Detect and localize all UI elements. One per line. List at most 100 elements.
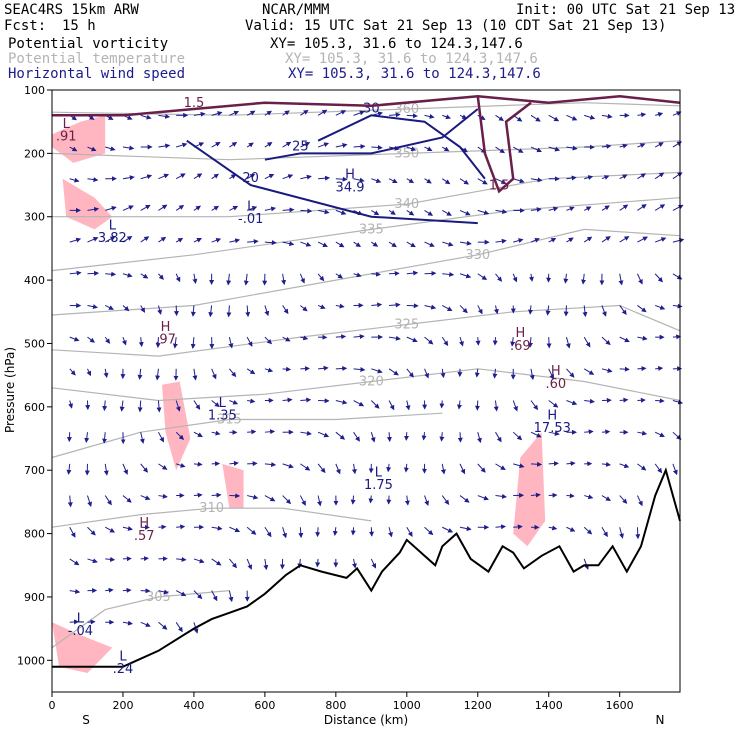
wind-vector [474,368,480,378]
wind-vector [119,400,125,412]
wind-vector [601,429,611,435]
wind-vector [528,273,534,282]
wind-vector [386,463,392,473]
y-tick-label: 900 [24,591,45,604]
wind-vector [637,305,647,313]
wind-vector [122,236,133,243]
wind-vector [246,526,257,535]
wind-vector [370,400,380,409]
wind-vector [601,526,608,538]
wind-vector [619,495,628,504]
wind-vector [140,463,149,473]
wind-vector [158,431,164,443]
wind-vector [654,142,664,148]
wind-vector [421,432,427,441]
wind-vector [672,431,682,440]
wind-vector [548,492,558,498]
wind-vector [548,114,560,122]
wind-vector [211,558,222,566]
wind-vector [424,178,432,184]
pv-contour-label: 1.5 [184,96,205,111]
wind-vector [512,431,523,441]
wind-vector [158,143,171,149]
extremum-label: .91 [56,130,77,145]
wind-vector [672,238,685,243]
wind-vector [66,463,72,475]
wind-vector [371,271,381,277]
wind-vector [386,432,392,443]
wind-vector [351,463,357,475]
wind-vector [637,236,648,243]
wind-vector [672,204,684,211]
theta-contour-label: 325 [394,317,419,332]
wind-vector [335,366,348,372]
wind-vector [105,587,114,593]
wind-vector [548,206,559,212]
wind-vector [103,368,109,378]
wind-vector [335,110,347,116]
wind-vector [69,619,80,625]
extremum-label: L [219,396,227,411]
wind-vector [282,207,295,213]
wind-vector [121,336,127,346]
wind-vector [566,460,576,466]
wind-vector [405,400,411,411]
wind-vector [138,337,144,348]
wind-vector [246,206,258,211]
wind-vector [140,204,151,211]
wind-vector [102,432,108,444]
wind-vector [317,109,328,116]
wind-vector [299,273,305,284]
wind-vector [601,175,610,180]
wind-vector [104,336,111,344]
wind-vector [530,114,541,122]
wind-vector [424,526,434,536]
wind-vector [105,556,116,562]
wind-vector [424,270,437,276]
y-tick-label: 100 [24,84,45,97]
wind-vector [619,174,628,180]
wind-vector [495,493,507,499]
pv-fill-region [222,463,244,509]
wind-vector [439,400,445,409]
wind-vector [459,526,472,532]
wind-vector [406,113,418,119]
wind-vector [122,495,132,503]
theta-contour [51,507,372,528]
wind-vector [315,527,321,538]
wind-vector [404,495,410,506]
wind-vector [87,146,97,152]
pv-fill-region [162,381,191,471]
wind-vector [637,335,648,341]
wind-vector [442,271,455,277]
wind-vector [300,305,308,312]
wind-vector [87,558,98,564]
theta-contour [51,368,681,402]
wind-vector [282,174,294,180]
wind-vector [619,336,630,343]
wind-vector [406,241,416,248]
theta-contour-label: 340 [394,197,419,212]
wind-vector [353,110,365,116]
wind-vector [247,494,259,500]
wind-vector [300,397,312,403]
wind-vector [87,336,95,343]
wind-vector [140,236,150,243]
wind-vector [300,241,312,247]
wind-vector [87,526,96,536]
wind-vector [211,430,221,436]
wind-vector [406,270,419,276]
wind-vector [335,209,347,215]
wind-vector [406,178,415,184]
terrain-line [52,467,681,668]
wind-vector [528,337,533,348]
wind-speed-contour-label: 25 [292,139,309,154]
wind-vector [282,141,292,148]
wind-vector [158,493,168,499]
wind-vector [137,368,143,380]
wind-vector [477,495,489,501]
wind-vector [406,146,417,152]
wind-vector [388,178,398,184]
wind-vector [530,461,543,467]
wind-vector [264,305,270,317]
